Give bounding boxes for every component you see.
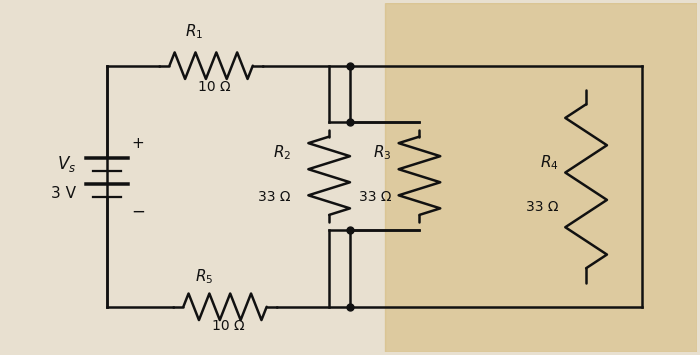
Text: 3 V: 3 V [50,186,76,201]
Text: $R_4$: $R_4$ [540,154,559,172]
Bar [385,3,697,352]
Text: 10 Ω: 10 Ω [212,319,245,333]
Text: $R_3$: $R_3$ [373,143,392,162]
Text: 33 Ω: 33 Ω [359,190,392,204]
Text: −: − [132,202,145,220]
Text: 33 Ω: 33 Ω [526,200,559,214]
Text: 10 Ω: 10 Ω [198,80,231,94]
Text: +: + [132,136,144,151]
Text: $R_5$: $R_5$ [195,267,214,286]
Text: $R_2$: $R_2$ [273,143,291,162]
Text: $R_1$: $R_1$ [185,22,203,41]
Text: 33 Ω: 33 Ω [258,190,291,204]
Text: $V_s$: $V_s$ [57,154,76,174]
